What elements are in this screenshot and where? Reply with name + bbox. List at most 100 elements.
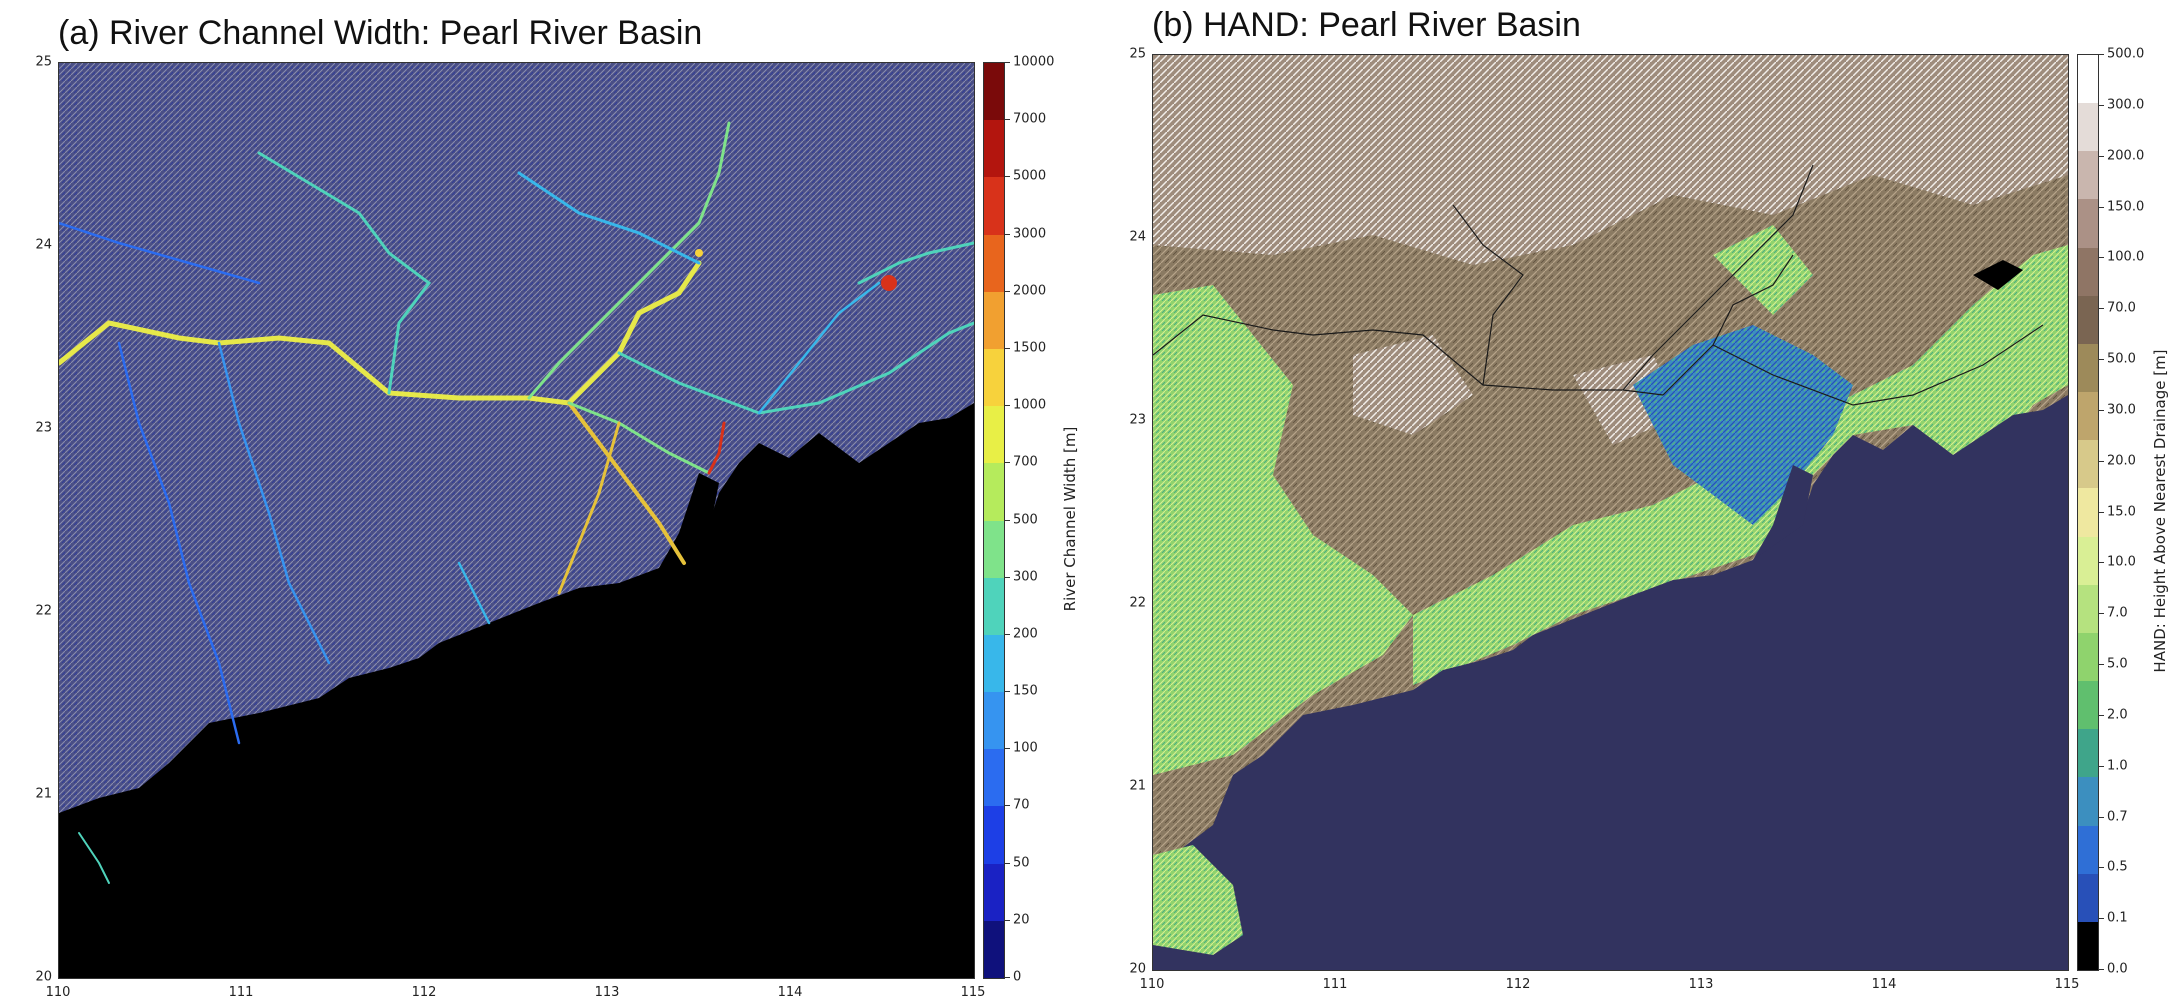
panel-b-title: (b) HAND: Pearl River Basin xyxy=(1152,6,1581,44)
y-tick: 21 xyxy=(35,786,52,802)
colorbar-tick-label: 150 xyxy=(1013,683,1038,699)
colorbar-tick-mark xyxy=(2099,104,2104,106)
colorbar-tick-mark xyxy=(2099,206,2104,208)
colorbar-tick-mark xyxy=(2099,257,2104,259)
wide-channel-marks xyxy=(695,249,897,291)
x-tick: 110 xyxy=(45,985,71,1000)
colorbar-segment xyxy=(2078,873,2098,922)
colorbar-tick-label: 100 xyxy=(1013,740,1038,756)
colorbar-segment xyxy=(2078,632,2098,682)
colorbar-segment xyxy=(984,406,1004,464)
colorbar-tick-mark xyxy=(2099,816,2104,818)
colorbar-tick-label: 10.0 xyxy=(2107,554,2136,570)
colorbar-tick-mark xyxy=(1005,862,1010,864)
x-tick: 115 xyxy=(2054,977,2080,992)
colorbar-tick-label: 10000 xyxy=(1013,54,1055,70)
river-width-map xyxy=(59,63,974,978)
colorbar-segment xyxy=(984,806,1004,864)
panel-a-title: (a) River Channel Width: Pearl River Bas… xyxy=(58,14,703,52)
colorbar-tick-label: 150.0 xyxy=(2107,199,2145,214)
colorbar-tick-label: 5000 xyxy=(1013,168,1047,184)
x-tick: 111 xyxy=(1322,977,1348,992)
colorbar-tick-label: 2000 xyxy=(1013,283,1047,299)
colorbar-tick-mark xyxy=(1005,748,1010,750)
sea-area xyxy=(1153,395,2068,970)
colorbar-segment xyxy=(2078,681,2098,730)
panel-a-colorbar xyxy=(983,62,1005,979)
lowland-area xyxy=(1713,225,1813,315)
colorbar-tick-label: 1.0 xyxy=(2107,758,2128,774)
colorbar-segment xyxy=(2078,777,2098,826)
colorbar-tick-label: 1000 xyxy=(1013,397,1047,413)
colorbar-tick-mark xyxy=(2099,613,2104,615)
colorbar-tick-label: 500 xyxy=(1013,512,1038,527)
x-tick: 111 xyxy=(228,985,254,1000)
x-tick: 113 xyxy=(1688,977,1714,992)
y-tick: 20 xyxy=(35,969,52,985)
colorbar-tick-mark xyxy=(1005,119,1010,121)
colorbar-tick-mark xyxy=(2099,308,2104,310)
colorbar-segment xyxy=(984,920,1004,978)
colorbar-segment xyxy=(2078,488,2098,537)
colorbar-tick-mark xyxy=(2099,714,2104,716)
x-tick: 112 xyxy=(411,985,437,1000)
y-tick: 22 xyxy=(1129,595,1146,611)
colorbar-tick-label: 5.0 xyxy=(2107,656,2128,672)
high-terrain xyxy=(1353,335,1473,435)
colorbar-tick-label: 0 xyxy=(1013,969,1022,985)
reservoir xyxy=(1973,260,2023,290)
x-tick: 113 xyxy=(594,985,620,1000)
colorbar-tick-mark xyxy=(1005,805,1010,807)
colorbar-segment xyxy=(2078,536,2098,585)
colorbar-tick-label: 300 xyxy=(1013,569,1038,585)
colorbar-tick-mark xyxy=(1005,233,1010,235)
colorbar-segment xyxy=(2078,440,2098,489)
estuary xyxy=(1753,465,1813,560)
colorbar-tick-label: 500.0 xyxy=(2107,46,2145,62)
colorbar-tick-label: 70 xyxy=(1013,797,1030,813)
colorbar-segment xyxy=(2078,295,2098,344)
colorbar-tick-label: 30.0 xyxy=(2107,402,2136,418)
colorbar-tick-mark xyxy=(1005,576,1010,578)
colorbar-tick-label: 70.0 xyxy=(2107,300,2136,316)
colorbar-tick-label: 20.0 xyxy=(2107,453,2136,469)
colorbar-segment xyxy=(2078,343,2098,393)
panel-a-map xyxy=(58,62,975,979)
colorbar-segment xyxy=(984,520,1004,578)
colorbar-tick-mark xyxy=(2099,765,2104,767)
colorbar-segment xyxy=(984,863,1004,921)
panel-b-map xyxy=(1152,54,2069,971)
colorbar-tick-label: 200.0 xyxy=(2107,148,2145,164)
y-tick: 21 xyxy=(1129,778,1146,794)
colorbar-segment xyxy=(984,463,1004,521)
colorbar-tick-mark xyxy=(1005,405,1010,407)
colorbar-segment xyxy=(2078,55,2098,104)
colorbar-segment xyxy=(984,348,1004,407)
colorbar-segment xyxy=(984,177,1004,235)
colorbar-tick-label: 200 xyxy=(1013,626,1038,642)
colorbar-segment xyxy=(2078,392,2098,441)
colorbar-tick-label: 0.5 xyxy=(2107,859,2128,875)
colorbar-tick-label: 50 xyxy=(1013,855,1030,871)
x-tick: 115 xyxy=(960,985,986,1000)
x-tick: 114 xyxy=(777,985,803,1000)
x-tick: 110 xyxy=(1139,977,1165,992)
colorbar-tick-label: 3000 xyxy=(1013,226,1047,242)
colorbar-tick-mark xyxy=(2099,359,2104,360)
colorbar-tick-label: 15.0 xyxy=(2107,504,2136,519)
colorbar-tick-mark xyxy=(2099,460,2104,462)
river-network xyxy=(59,121,974,884)
colorbar-tick-label: 300.0 xyxy=(2107,97,2145,113)
lowland-area xyxy=(1153,285,1413,775)
y-tick: 22 xyxy=(35,603,52,619)
colorbar-segment xyxy=(2078,247,2098,296)
x-tick: 114 xyxy=(1871,977,1897,992)
colorbar-segment xyxy=(2078,151,2098,200)
colorbar-tick-label: 1500 xyxy=(1013,340,1047,356)
colorbar-tick-mark xyxy=(1005,176,1010,178)
colorbar-tick-mark xyxy=(2099,54,2104,55)
panel-a-colorbar-label: River Channel Width [m] xyxy=(1061,426,1079,612)
colorbar-tick-label: 2.0 xyxy=(2107,707,2128,723)
colorbar-segment xyxy=(984,63,1004,121)
lowland-area xyxy=(1153,845,1243,955)
